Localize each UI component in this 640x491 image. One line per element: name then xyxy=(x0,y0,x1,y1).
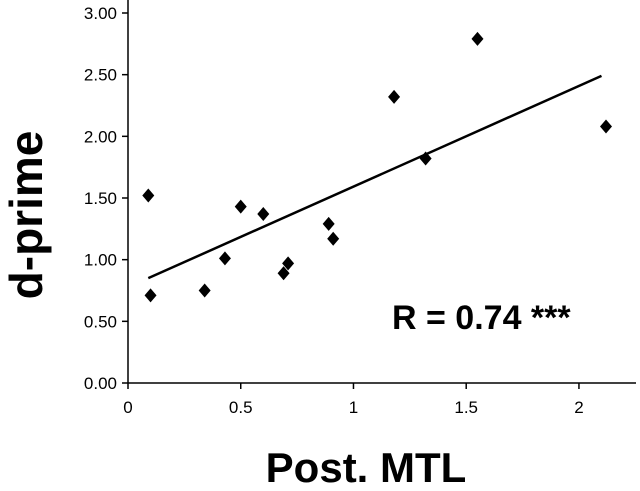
x-tick-label: 2 xyxy=(574,398,583,417)
y-axis-title: d-prime xyxy=(0,131,52,300)
data-points xyxy=(142,31,612,303)
x-tick-label: 1 xyxy=(349,398,358,417)
data-point xyxy=(471,31,484,46)
data-point xyxy=(322,216,335,231)
data-point xyxy=(600,119,612,134)
y-tick-label: 3.00 xyxy=(84,4,117,23)
data-point xyxy=(142,188,155,203)
y-tick-label: 2.50 xyxy=(84,66,117,85)
x-tick-label: 1.5 xyxy=(454,398,478,417)
data-point xyxy=(327,231,340,246)
correlation-annotation: R = 0.74 *** xyxy=(392,299,571,337)
data-point xyxy=(144,288,157,303)
y-tick-label: 0.50 xyxy=(84,312,117,331)
x-tick-label: 0.5 xyxy=(229,398,253,417)
y-tick-label: 1.50 xyxy=(84,189,117,208)
data-point xyxy=(282,256,295,271)
x-axis-title: Post. MTL xyxy=(266,444,467,491)
data-point xyxy=(388,89,401,104)
annotations: R = 0.74 *** xyxy=(392,299,571,337)
y-tick-label: 1.00 xyxy=(84,251,117,270)
data-point xyxy=(419,151,432,166)
data-point xyxy=(198,283,211,298)
data-point xyxy=(234,199,247,214)
data-point xyxy=(218,251,231,266)
y-axis: 0.00 0.50 1.00 1.50 2.00 2.50 3.00 xyxy=(84,0,129,393)
x-tick-label: 0 xyxy=(123,398,132,417)
x-axis: 0 0.5 1 1.5 2 xyxy=(123,382,636,417)
y-tick-label: 0.00 xyxy=(84,374,117,393)
data-point xyxy=(277,266,290,281)
trendline xyxy=(147,74,602,280)
y-tick-label: 2.00 xyxy=(84,127,117,146)
data-point xyxy=(257,207,270,222)
